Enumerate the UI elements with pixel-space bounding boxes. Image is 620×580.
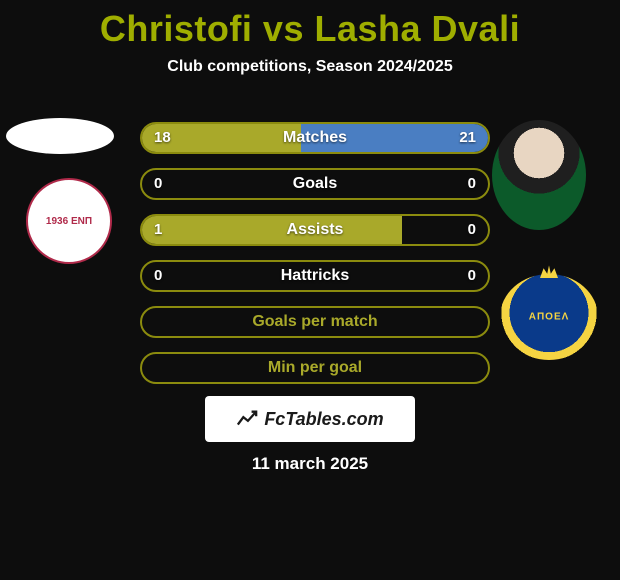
player1-photo xyxy=(6,118,114,154)
player2-name: Lasha Dvali xyxy=(314,8,520,49)
stat-row: 1821Matches xyxy=(140,122,490,154)
club-right-label: ΑΠΟΕΛ xyxy=(529,312,570,323)
stat-label: Assists xyxy=(142,216,488,244)
stat-row-plain: Goals per match xyxy=(140,306,490,338)
stat-row: 10Assists xyxy=(140,214,490,246)
vs-separator: vs xyxy=(263,8,304,49)
page-title: Christofi vs Lasha Dvali xyxy=(0,0,620,50)
brand-pill[interactable]: FcTables.com xyxy=(205,396,415,442)
date-label: 11 march 2025 xyxy=(0,454,620,474)
stat-row: 00Hattricks xyxy=(140,260,490,292)
stat-label: Goals xyxy=(142,170,488,198)
player2-club-badge: ΑΠΟΕΛ xyxy=(500,274,598,360)
club-left-label: 1936 ENΠ xyxy=(46,216,92,227)
player1-club-badge: 1936 ENΠ xyxy=(26,178,112,264)
stat-row: 00Goals xyxy=(140,168,490,200)
stat-label: Hattricks xyxy=(142,262,488,290)
comparison-card: Christofi vs Lasha Dvali Club competitio… xyxy=(0,0,620,580)
brand-text: FcTables.com xyxy=(264,409,383,430)
stat-label: Matches xyxy=(142,124,488,152)
brand-icon xyxy=(236,408,258,430)
subtitle: Club competitions, Season 2024/2025 xyxy=(0,58,620,76)
player2-photo xyxy=(492,120,586,230)
player1-name: Christofi xyxy=(100,8,253,49)
stats-block: 1821Matches 00Goals 10Assists 00Hattricks Go… xyxy=(140,122,490,398)
stat-row-plain: Min per goal xyxy=(140,352,490,384)
